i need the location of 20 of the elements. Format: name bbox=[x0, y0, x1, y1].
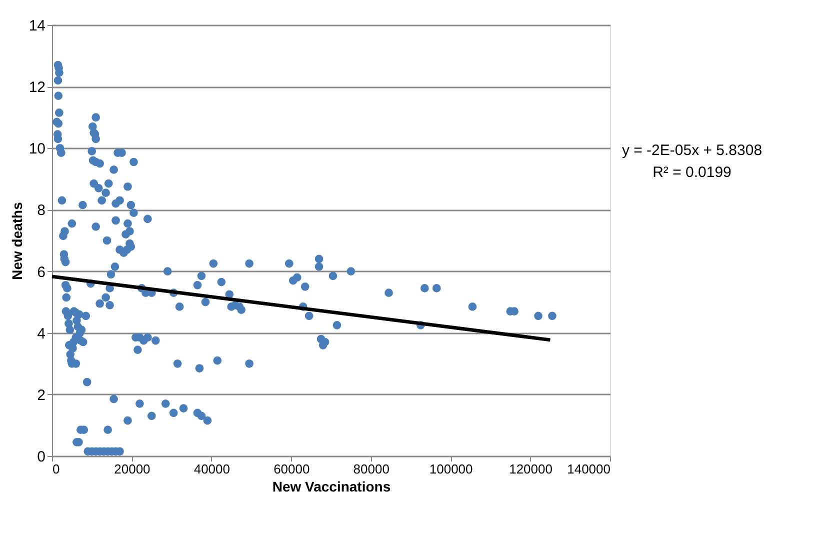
text: y = -2E-05x + 5.8308 bbox=[622, 142, 762, 159]
y-tick-label: 10 bbox=[28, 140, 46, 158]
x-tick-label: 20000 bbox=[114, 462, 150, 476]
x-tick-label: 0 bbox=[52, 462, 60, 476]
y-tick-label: 14 bbox=[28, 18, 46, 34]
x-tick-label: 40000 bbox=[194, 462, 230, 476]
x-tick-label: 80000 bbox=[353, 462, 390, 476]
text: R² = 0.0199 bbox=[652, 164, 732, 181]
x-tick-label: 100000 bbox=[429, 462, 473, 476]
x-tick-label: 60000 bbox=[274, 462, 310, 476]
y-tick-label: 6 bbox=[37, 264, 46, 281]
x-tick-label: 120000 bbox=[509, 462, 552, 476]
y-tick-label: 0 bbox=[37, 448, 46, 466]
y-tick-label: 2 bbox=[37, 386, 46, 404]
x-tick-label: 140000 bbox=[567, 462, 610, 476]
y-tick-label: 12 bbox=[28, 79, 46, 96]
y-axis-title: New deaths bbox=[8, 202, 25, 280]
y-tick-label: 8 bbox=[37, 202, 46, 220]
x-axis-title: New Vaccinations bbox=[272, 478, 391, 494]
y-tick-label: 4 bbox=[37, 325, 46, 342]
